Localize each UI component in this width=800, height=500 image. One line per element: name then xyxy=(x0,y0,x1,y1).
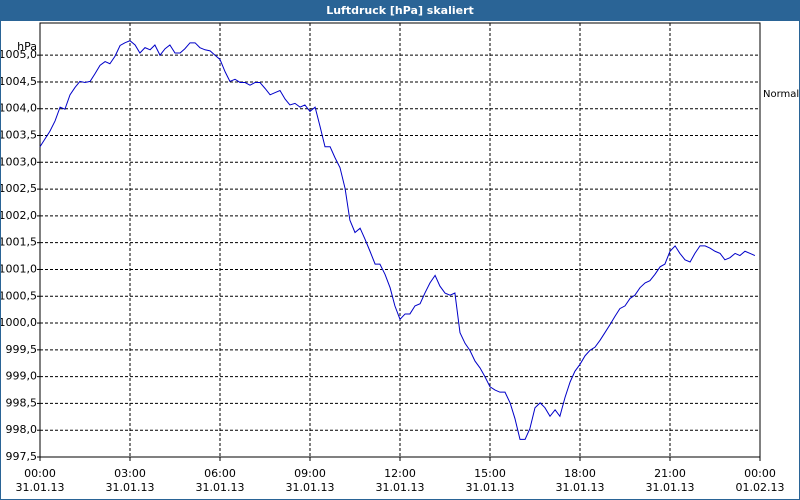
y-tick-label: 1003,5 xyxy=(1,129,37,142)
x-tick-label: 21:00 31.01.13 xyxy=(645,467,695,494)
x-tick-label: 09:00 31.01.13 xyxy=(285,467,335,494)
plot-border xyxy=(39,22,761,458)
y-tick-label: 1002,5 xyxy=(1,182,37,195)
title-bar: Luftdruck [hPa] skaliert xyxy=(1,1,799,21)
y-tick-label: 999,0 xyxy=(6,370,38,383)
y-axis-unit: hPa xyxy=(17,40,37,53)
y-tick-label: 999,5 xyxy=(6,343,38,356)
y-tick-label: 1001,0 xyxy=(1,262,37,275)
x-tick-label: 12:00 31.01.13 xyxy=(375,467,425,494)
x-tick-label: 06:00 31.01.13 xyxy=(195,467,245,494)
y-tick-label: 997,5 xyxy=(6,450,38,463)
y-tick-label: 998,0 xyxy=(6,423,38,436)
y-tick-label: 1002,0 xyxy=(1,209,37,222)
x-tick-label: 18:00 31.01.13 xyxy=(555,467,605,494)
y-tick-label: 998,5 xyxy=(6,396,38,409)
x-tick-label: 00:00 01.02.13 xyxy=(735,467,785,494)
y-tick-label: 1004,0 xyxy=(1,102,37,115)
y-tick-label: 1005,0 xyxy=(1,48,37,61)
y-tick-label: 1000,5 xyxy=(1,289,37,302)
x-tick-label: 15:00 31.01.13 xyxy=(465,467,515,494)
y-tick-label: 1000,0 xyxy=(1,316,37,329)
legend-label: Normal xyxy=(763,89,799,100)
x-tick-label: 00:00 31.01.13 xyxy=(15,467,65,494)
x-tick-label: 03:00 31.01.13 xyxy=(105,467,155,494)
y-tick-label: 1004,5 xyxy=(1,75,37,88)
y-tick-label: 1003,0 xyxy=(1,155,37,168)
y-tick-label: 1001,5 xyxy=(1,236,37,249)
data-line xyxy=(39,40,756,440)
